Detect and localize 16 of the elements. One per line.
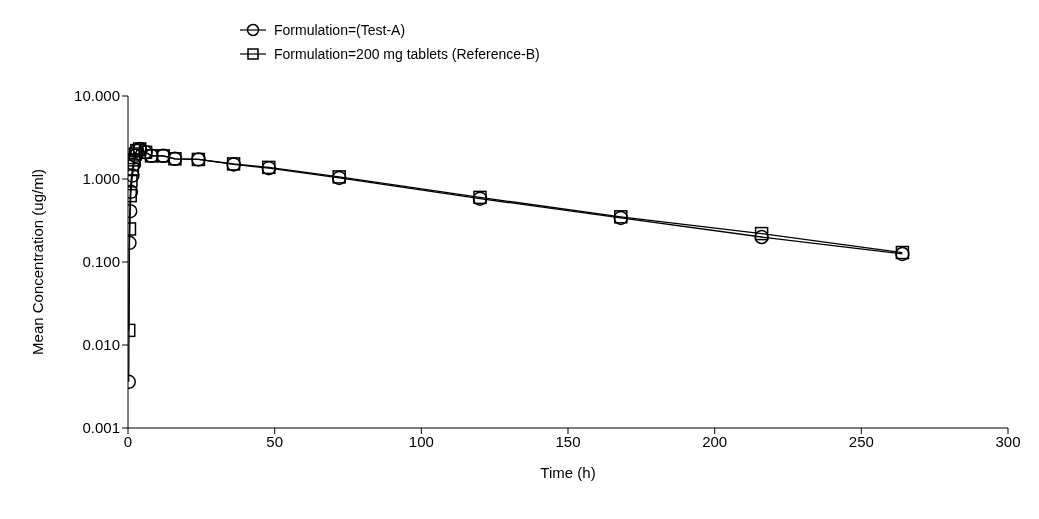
x-tick-label: 50 (266, 432, 284, 450)
x-tick-label: 0 (123, 432, 133, 450)
x-axis-title: Time (h) (540, 464, 596, 481)
x-tick-label: 200 (702, 432, 728, 450)
x-tick-label: 150 (555, 432, 581, 450)
y-tick-label: 1.000 (82, 170, 120, 188)
x-tick-label: 100 (408, 432, 434, 450)
legend-label: Formulation=(Test-A) (274, 22, 406, 38)
y-tick-label: 0.100 (82, 253, 120, 271)
y-tick-label: 0.010 (82, 336, 120, 354)
y-tick-label: 10.000 (74, 87, 120, 105)
y-axis-title: Mean Concentration (ug/ml) (29, 169, 47, 355)
legend-label: Formulation=200 mg tablets (Reference-B) (274, 46, 540, 62)
x-tick-label: 250 (848, 432, 874, 450)
x-tick-label: 300 (995, 432, 1021, 450)
y-tick-label: 0.001 (82, 419, 120, 437)
